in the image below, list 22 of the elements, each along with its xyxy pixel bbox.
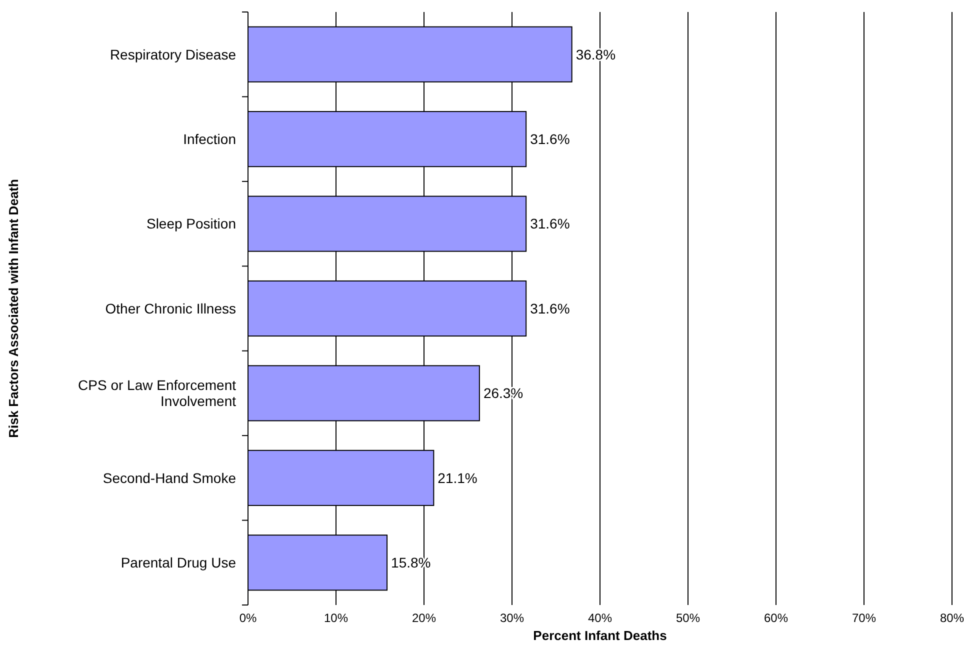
data-label: 31.6% (530, 300, 570, 316)
data-label: 31.6% (530, 130, 570, 147)
data-label: 31.6% (530, 216, 570, 232)
x-tick-label: 70% (852, 611, 876, 625)
x-tick-label: 0% (239, 611, 257, 625)
y-tick-label: Second-Hand Smoke (102, 470, 236, 486)
data-label: 21.1% (438, 470, 478, 486)
x-axis-title: Percent Infant Deaths (533, 628, 667, 643)
y-tick-label: Parental Drug Use (120, 554, 236, 571)
y-tick-label: Other Chronic Illness (105, 300, 236, 316)
y-tick-label: Infection (183, 130, 236, 147)
x-tick-label: 30% (500, 611, 524, 625)
x-tick-label: 10% (324, 611, 348, 625)
y-axis-title: Risk Factors Associated with Infant Death (6, 179, 21, 438)
x-tick-label: 60% (764, 611, 788, 625)
x-tick-label: 50% (676, 611, 700, 625)
x-tick-label: 40% (588, 611, 612, 625)
x-tick-label: 20% (412, 611, 436, 625)
y-tick-label: Sleep Position (146, 216, 236, 232)
y-tick-label: Respiratory Disease (110, 46, 236, 62)
y-tick-label: CPS or Law Enforcement Involvement (78, 377, 236, 410)
x-tick-label: 80% (940, 611, 964, 625)
